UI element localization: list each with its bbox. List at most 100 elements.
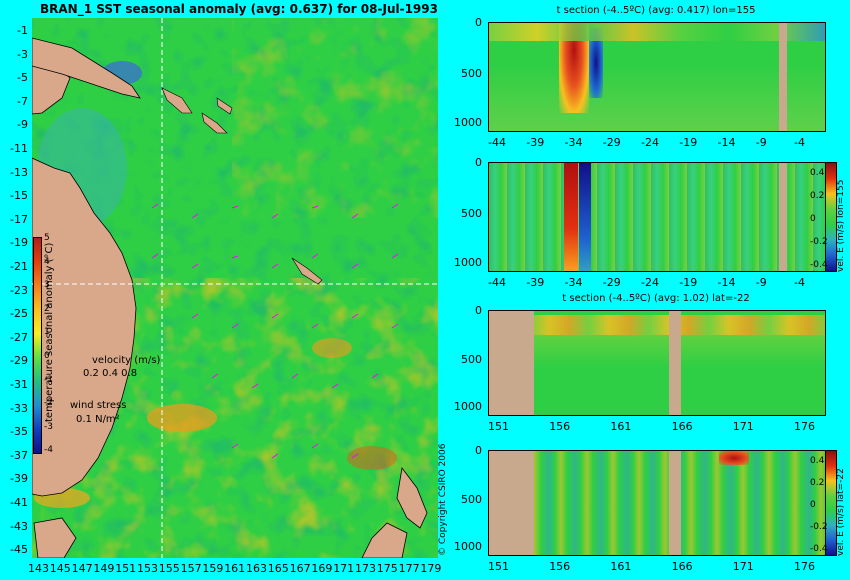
panel-x-tick: -29 [602, 276, 621, 289]
panel-x-tick: -19 [679, 276, 698, 289]
map-y-tick: -27 [10, 330, 28, 344]
map-y-tick: -19 [10, 236, 28, 250]
panel-x-tick: -24 [641, 276, 659, 289]
panel-colorbar-tick: -0.2 [810, 237, 828, 247]
map-y-tick: -13 [10, 165, 28, 179]
map-y-tick: -31 [10, 378, 28, 391]
panel-colorbar-tick: -0.4 [810, 260, 828, 270]
panel-x-tick: 156 [549, 560, 571, 573]
map-x-tick: 159 [202, 562, 224, 575]
panel-x-tick: -14 [717, 276, 736, 289]
map-x-tick: 163 [246, 562, 267, 575]
land-mask [489, 451, 534, 555]
map-x-tick: 153 [137, 562, 158, 575]
cool-core [589, 28, 603, 98]
panel-y-tick: 0 [475, 156, 482, 169]
jet-west [579, 163, 591, 271]
map-x-tick: 171 [333, 562, 355, 575]
section-plot[interactable] [488, 310, 826, 416]
land-mask [669, 451, 681, 555]
map-y-tick: -23 [10, 283, 28, 297]
map-y-tick: -7 [17, 94, 28, 108]
australia-land [32, 157, 137, 497]
panel-x-tick: -39 [526, 276, 545, 289]
section-plot[interactable] [488, 162, 826, 272]
panel-x-tick: -9 [755, 136, 767, 149]
map-x-tick: 167 [289, 562, 311, 575]
panel-side-label: vel. E (m/s) lon=155 [836, 179, 846, 272]
panel-x-tick: -29 [602, 136, 621, 149]
map-y-tick: -17 [10, 212, 28, 226]
panel-title: t section (-4..5ºC) (avg: 0.417) lon=155 [556, 5, 756, 16]
map-y-tick: -3 [17, 47, 28, 61]
panel-x-tick: 151 [488, 420, 509, 433]
velocity-bands [489, 451, 825, 555]
panel-y-tick: 0 [475, 304, 482, 317]
map-y-tick: -29 [10, 354, 28, 368]
panel-y-tick: 500 [461, 66, 482, 80]
velocity-key-values: 0.2 0.4 0.8 [83, 368, 138, 379]
map-colorbar-tick: 2 [44, 303, 50, 314]
sst-map[interactable] [32, 18, 438, 558]
panel-x-tick: -4 [794, 276, 805, 289]
map-colorbar-tick: 1 [44, 327, 50, 338]
land-mask [489, 311, 534, 415]
map-x-tick: 169 [311, 562, 333, 575]
warm-spot [719, 451, 749, 465]
map-y-tick: -15 [10, 189, 28, 203]
panel-x-tick: -44 [488, 136, 506, 149]
panel-x-tick: -34 [564, 276, 583, 289]
panel-colorbar-tick: 0 [810, 214, 816, 224]
map-y-tick: -41 [10, 496, 28, 509]
map-colorbar-tick: -4 [44, 445, 53, 456]
tasmania-land [33, 517, 77, 558]
panel-x-tick: -34 [564, 136, 583, 149]
panel-y-tick: 1000 [454, 116, 482, 129]
section-plot[interactable] [488, 450, 826, 556]
panel-x-tick: 171 [732, 560, 754, 573]
panel-x-tick: -24 [641, 136, 659, 149]
map-y-tick: -35 [10, 425, 28, 439]
panel-y-tick: 0 [475, 16, 482, 29]
panel-side-label: vel. E (m/s) lat=-22 [836, 468, 846, 556]
jet-east [564, 163, 578, 271]
map-colorbar-tick: -2 [44, 398, 53, 409]
map-y-tick: -37 [10, 448, 28, 462]
map-x-tick: 175 [376, 562, 398, 575]
thermocline [489, 335, 825, 415]
map-colorbar-tick: -3 [44, 421, 53, 432]
map-y-tick: -39 [10, 472, 28, 486]
panel-x-tick: 171 [732, 420, 754, 433]
panel-colorbar-tick: 0.4 [810, 168, 825, 178]
panel-y-tick: 1000 [454, 400, 482, 413]
panel-x-tick: -19 [679, 136, 698, 149]
panel-x-tick: -4 [794, 136, 805, 149]
surface-layer [489, 23, 825, 41]
panel-x-tick: 161 [610, 560, 632, 573]
png-land [32, 37, 141, 99]
velocity-key-label: velocity (m/s) [92, 355, 161, 366]
map-x-tick: 157 [180, 562, 202, 575]
map-x-tick: 155 [158, 562, 180, 575]
velocity-vectors [151, 203, 399, 459]
panel-x-tick: 151 [488, 560, 509, 573]
map-y-tick: -9 [17, 118, 28, 132]
panel-x-tick: -14 [717, 136, 736, 149]
map-colorbar [33, 237, 42, 454]
map-colorbar-label: temperature seasonal anomaly (°C) [44, 242, 55, 422]
new-zealand-land [396, 467, 428, 529]
panel-colorbar [825, 450, 837, 556]
section-plot[interactable] [488, 22, 826, 132]
panel-x-tick: -44 [488, 276, 506, 289]
map-colorbar-tick: 4 [44, 256, 50, 267]
panel-y-tick: 500 [461, 492, 482, 506]
map-x-tick: 161 [224, 562, 246, 575]
map-x-tick: 147 [71, 562, 93, 575]
map-x-tick: 145 [49, 562, 71, 575]
map-x-tick: 165 [267, 562, 289, 575]
panel-x-tick: 166 [671, 560, 693, 573]
map-colorbar-tick: -1 [44, 374, 53, 385]
panel-colorbar-tick: -0.2 [810, 522, 828, 532]
figure-title: BRAN_1 SST seasonal anomaly (avg: 0.637)… [40, 2, 438, 16]
map-y-tick: -45 [10, 543, 28, 557]
